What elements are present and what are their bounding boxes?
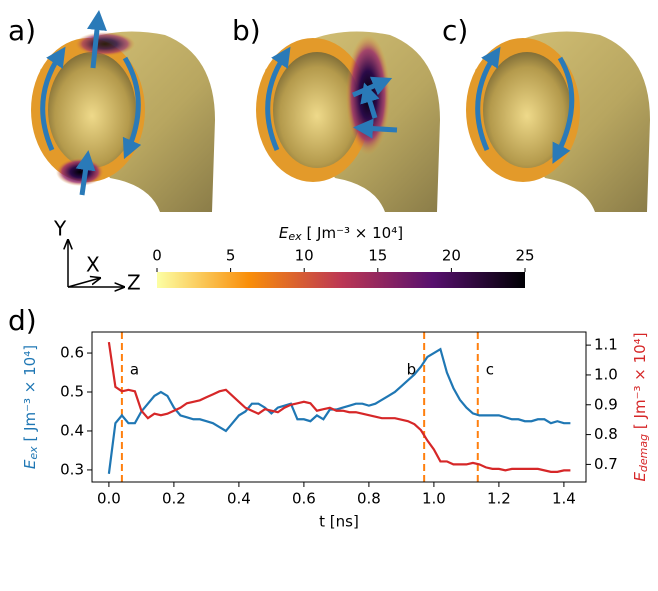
render-b [256,31,440,213]
x-tick-label: 0.4 [227,490,251,508]
triad-label: Y [53,217,67,241]
x-tick-label: 1.2 [487,490,511,508]
label-part: E [279,224,289,242]
y2-tick-label: 0.8 [594,425,618,443]
y-tick-label: 0.3 [60,460,84,478]
colorbar [157,272,525,288]
y-tick-label: 0.6 [60,344,84,362]
x-tick-label: 1.0 [422,490,446,508]
triad-label: Z [127,271,141,295]
y2-tick-label: 0.7 [594,455,618,473]
label-part: demag [637,434,650,472]
plots: 0 5 10 15 20 25 Eex [ Jm⁻³ × 10⁴] 0.0 0.2 0.4 0.6 0… [21,224,651,531]
render-c [466,31,650,213]
label-part: [ Jm⁻³ × 10⁴] [21,345,39,446]
y2-tick-label: 1.1 [594,336,618,354]
label-part: E [21,459,39,469]
tick-label: 15 [368,247,387,265]
panel-label: b) [232,14,261,47]
label-part: E [631,472,649,482]
tick-label: 20 [442,247,461,265]
x-tick-label: 0.2 [162,490,186,508]
tick-label: 0 [152,247,162,265]
label-part: [ Jm⁻³ × 10⁴] [302,224,403,242]
y2-axis-label: Edemag [ Jm⁻³ × 10⁴] [631,332,651,481]
marker-label: b [407,361,417,379]
y2-tick-label: 1.0 [594,365,618,383]
panel-label: c) [442,14,468,47]
panel-label: a) [8,14,36,47]
series-line [107,341,571,473]
x-tick-label: 0.0 [97,490,121,508]
plot-frame [91,331,587,483]
marker-label: a [130,361,139,379]
tick-label: 5 [226,247,236,265]
tick-label: 10 [295,247,314,265]
axis-triad: Y X Z [53,217,141,295]
render-a [31,10,215,213]
tick-label: 25 [515,247,534,265]
triad-label: X [86,253,100,277]
y2-tick-label: 0.9 [594,395,618,413]
panel-label: d) [8,304,37,337]
y-tick-label: 0.5 [60,383,84,401]
colorbar-label: Eex [ Jm⁻³ × 10⁴] [279,224,403,244]
y-tick-label: 0.4 [60,421,84,439]
x-tick-label: 0.8 [357,490,381,508]
x-tick-label: 0.6 [292,490,316,508]
x-axis-label: t [ns] [319,513,359,531]
label-part: ex [288,230,302,243]
x-tick-label: 1.4 [552,490,576,508]
y-axis-label: Eex [ Jm⁻³ × 10⁴] [21,345,41,469]
label-part: [ Jm⁻³ × 10⁴] [631,332,649,433]
series-line [107,347,571,474]
marker-label: c [486,361,494,379]
label-part: ex [27,446,40,460]
